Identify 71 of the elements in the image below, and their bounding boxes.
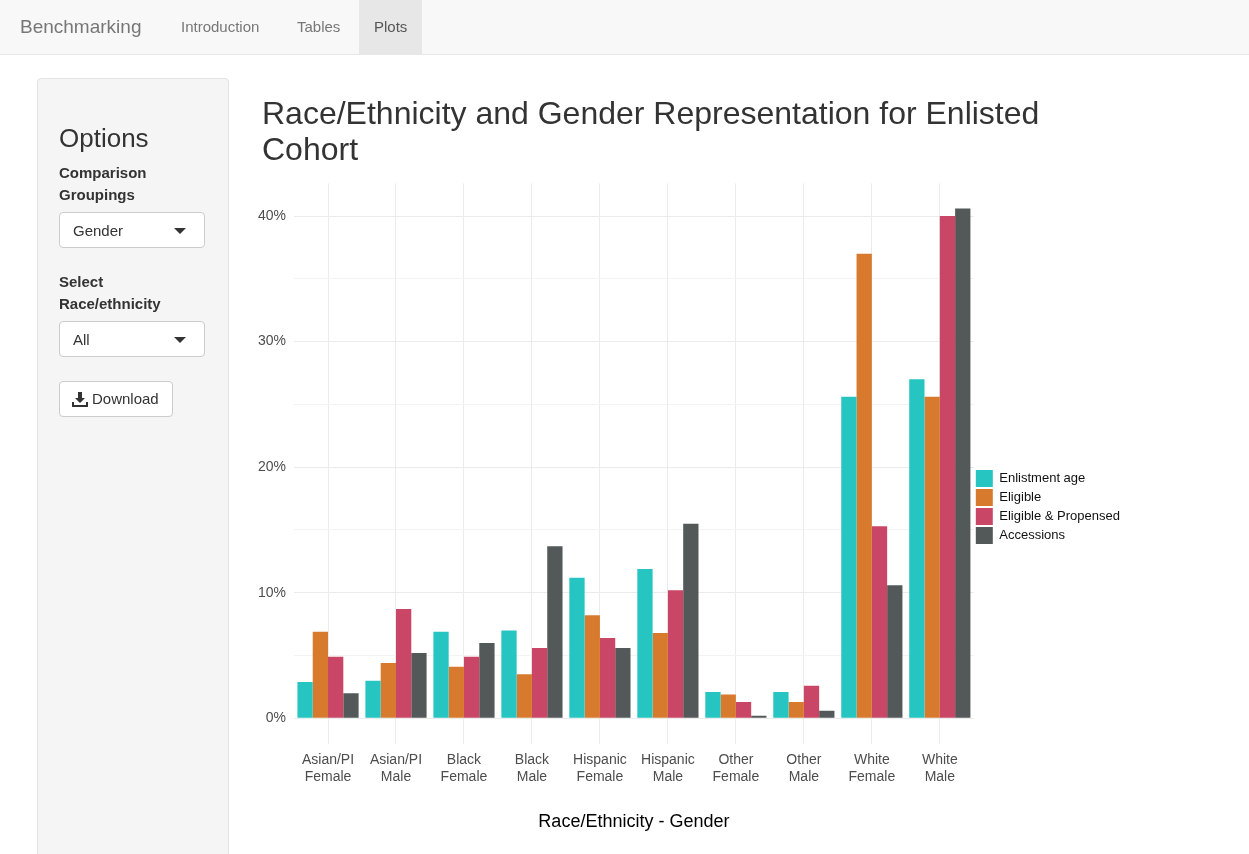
- x-tick-label: Black Male: [514, 751, 551, 784]
- bar: [856, 253, 872, 718]
- bar: [955, 208, 971, 718]
- x-tick-label: Other Male: [786, 751, 822, 784]
- bar: [501, 630, 517, 718]
- bar: [547, 546, 563, 718]
- y-tick-label: 40%: [257, 206, 287, 223]
- x-tick-label: Asian/PI Male: [369, 751, 423, 784]
- text: Download: [92, 389, 159, 409]
- bar: [395, 609, 412, 718]
- y-tick-label: 0%: [265, 709, 287, 726]
- text: Introduction: [180, 17, 261, 37]
- bar: [735, 701, 752, 718]
- legend-label: Accessions: [999, 527, 1066, 543]
- text: Benchmarking: [19, 15, 143, 39]
- bar: [751, 715, 767, 718]
- bar: [584, 615, 600, 718]
- text: Select Race/ethnicity: [59, 272, 162, 314]
- bar: [365, 680, 381, 718]
- x-tick-label: White Female: [848, 751, 896, 784]
- text: Options: [59, 123, 149, 154]
- bar: [819, 710, 835, 718]
- bar: [380, 663, 396, 718]
- bar: [531, 647, 548, 718]
- bar: [637, 568, 653, 718]
- bar: [924, 396, 940, 718]
- bar: [479, 642, 495, 718]
- text: All: [59, 321, 205, 357]
- x-tick-label: White Male: [921, 751, 958, 784]
- bar: [343, 693, 359, 718]
- chart-title: Race/Ethnicity and Gender Representation for Enlisted Cohort: [262, 95, 1041, 167]
- x-tick-label: Other Female: [712, 751, 760, 784]
- x-tick-label: Hispanic Female: [573, 751, 627, 784]
- bar: [569, 577, 585, 718]
- text: Tables: [296, 17, 342, 37]
- bar: [939, 216, 956, 718]
- bar: [433, 631, 449, 718]
- y-tick-label: 10%: [257, 583, 287, 600]
- bar: [599, 637, 616, 718]
- bar: [720, 694, 736, 718]
- bar: [297, 681, 313, 718]
- x-axis-title: Race/Ethnicity - Gender: [538, 811, 730, 832]
- bar: [705, 691, 721, 718]
- bar: [328, 656, 344, 718]
- bar: [683, 523, 699, 718]
- bar: [788, 701, 804, 718]
- bar: [887, 585, 903, 718]
- text: Gender: [59, 212, 205, 248]
- legend-label: Eligible & Propensed: [999, 508, 1121, 524]
- bar: [312, 631, 329, 718]
- legend-label: Eligible: [999, 489, 1042, 505]
- bar: [871, 526, 888, 718]
- bar: [615, 647, 631, 718]
- x-tick-label: Asian/PI Female: [301, 751, 355, 784]
- x-tick-label: Black Female: [440, 751, 488, 784]
- legend-label: Enlistment age: [999, 470, 1086, 486]
- text: Comparison Groupings: [59, 163, 148, 205]
- text: Plots: [359, 0, 423, 54]
- bar: [773, 691, 789, 718]
- bar: [448, 666, 464, 718]
- bar: [463, 656, 480, 718]
- bar: [667, 590, 684, 718]
- bar: [909, 379, 925, 718]
- bar: [516, 674, 532, 718]
- bar: [803, 685, 820, 718]
- y-tick-label: 20%: [257, 458, 287, 475]
- x-tick-label: Hispanic Male: [641, 751, 695, 784]
- bar: [411, 653, 427, 718]
- bar: [652, 632, 668, 718]
- y-tick-label: 30%: [257, 332, 287, 349]
- bar: [841, 396, 857, 718]
